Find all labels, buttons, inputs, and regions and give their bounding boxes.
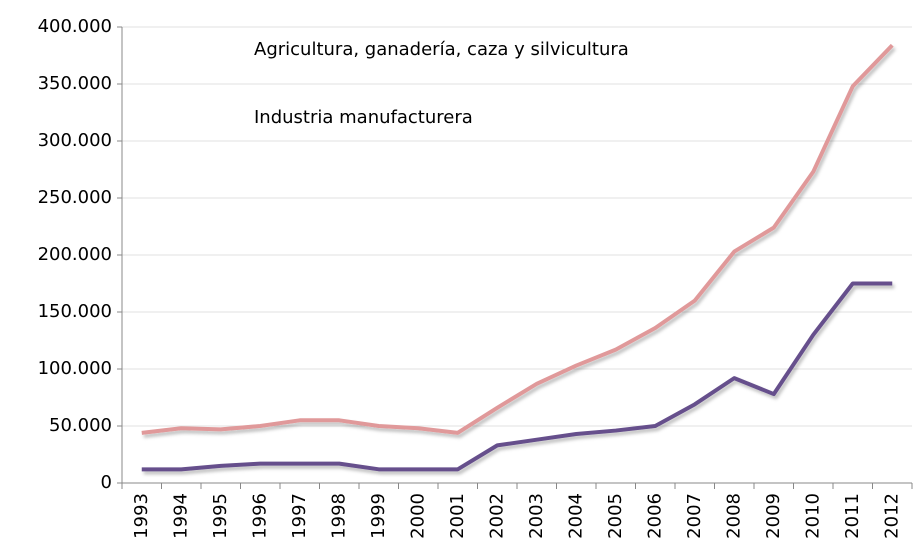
x-tick-label: 1996 (249, 493, 270, 539)
x-tick-label: 1994 (170, 493, 191, 539)
x-tick-label: 2004 (565, 493, 586, 539)
x-tick-label: 2003 (526, 493, 547, 539)
x-tick-label: 2001 (447, 493, 468, 539)
x-tick-label: 2010 (802, 493, 823, 539)
y-tick-label: 350.000 (38, 73, 112, 94)
y-tick-label: 200.000 (38, 244, 112, 265)
y-tick-label: 100.000 (38, 358, 112, 379)
legend-label: Industria manufacturera (254, 107, 473, 128)
series-line (141, 43, 894, 435)
y-tick-label: 250.000 (38, 187, 112, 208)
x-tick-label: 2009 (763, 493, 784, 539)
y-tick-label: 300.000 (38, 130, 112, 151)
x-tick-label: 2002 (486, 493, 507, 539)
x-tick-label: 1995 (210, 493, 231, 539)
x-tick-label: 2007 (684, 493, 705, 539)
series-line (141, 281, 893, 472)
y-tick-label: 150.000 (38, 301, 112, 322)
x-tick-label: 1999 (368, 493, 389, 539)
x-tick-label: 2005 (605, 493, 626, 539)
x-tick-label: 2008 (723, 493, 744, 539)
x-tick-label: 2000 (407, 493, 428, 539)
x-tick-label: 2012 (881, 493, 902, 539)
x-tick-label: 1997 (289, 493, 310, 539)
legend-label: Agricultura, ganadería, caza y silvicult… (254, 39, 629, 60)
x-tick-label: 2006 (644, 493, 665, 539)
x-tick-label: 2011 (842, 493, 863, 539)
x-tick-label: 1998 (328, 493, 349, 539)
y-tick-label: 50.000 (49, 415, 112, 436)
y-tick-label: 400.000 (38, 16, 112, 37)
y-tick-label: 0 (101, 472, 112, 493)
x-tick-label: 1993 (131, 493, 152, 539)
